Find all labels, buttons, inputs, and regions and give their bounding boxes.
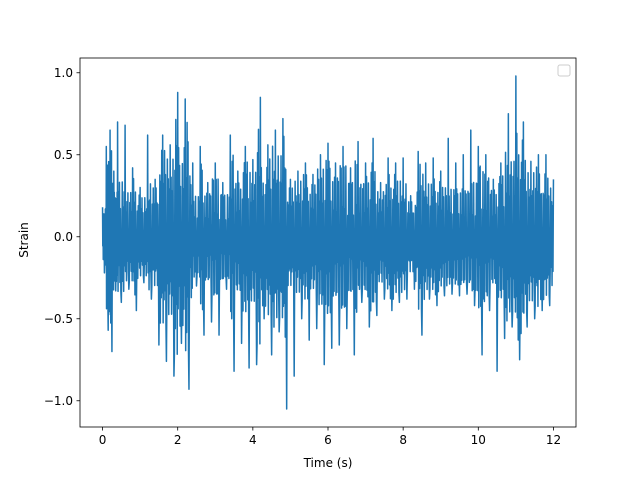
y-tick-label: 1.0 <box>54 66 73 80</box>
x-tick-label: 12 <box>546 433 561 447</box>
legend-box <box>557 64 571 77</box>
axis-labels: Time (s) Strain <box>17 222 352 470</box>
axes: 0 2 4 6 8 10 12 −1.0 −0.5 0.0 0.5 1.0 <box>44 57 577 447</box>
x-axis-label: Time (s) <box>303 456 353 470</box>
y-axis-label: Strain <box>17 222 31 258</box>
x-tick-label: 6 <box>324 433 332 447</box>
x-tick-label: 4 <box>249 433 257 447</box>
x-tick-label: 0 <box>99 433 107 447</box>
y-tick-label: 0.0 <box>54 230 73 244</box>
x-tick-label: 10 <box>471 433 486 447</box>
y-tick-label: 0.5 <box>54 148 73 162</box>
x-tick-label: 2 <box>174 433 182 447</box>
series-line-0 <box>101 75 555 410</box>
y-tick-label: −1.0 <box>44 394 73 408</box>
y-tick-label: −0.5 <box>44 312 73 326</box>
x-tick-label: 8 <box>399 433 407 447</box>
plot-area <box>80 58 576 427</box>
